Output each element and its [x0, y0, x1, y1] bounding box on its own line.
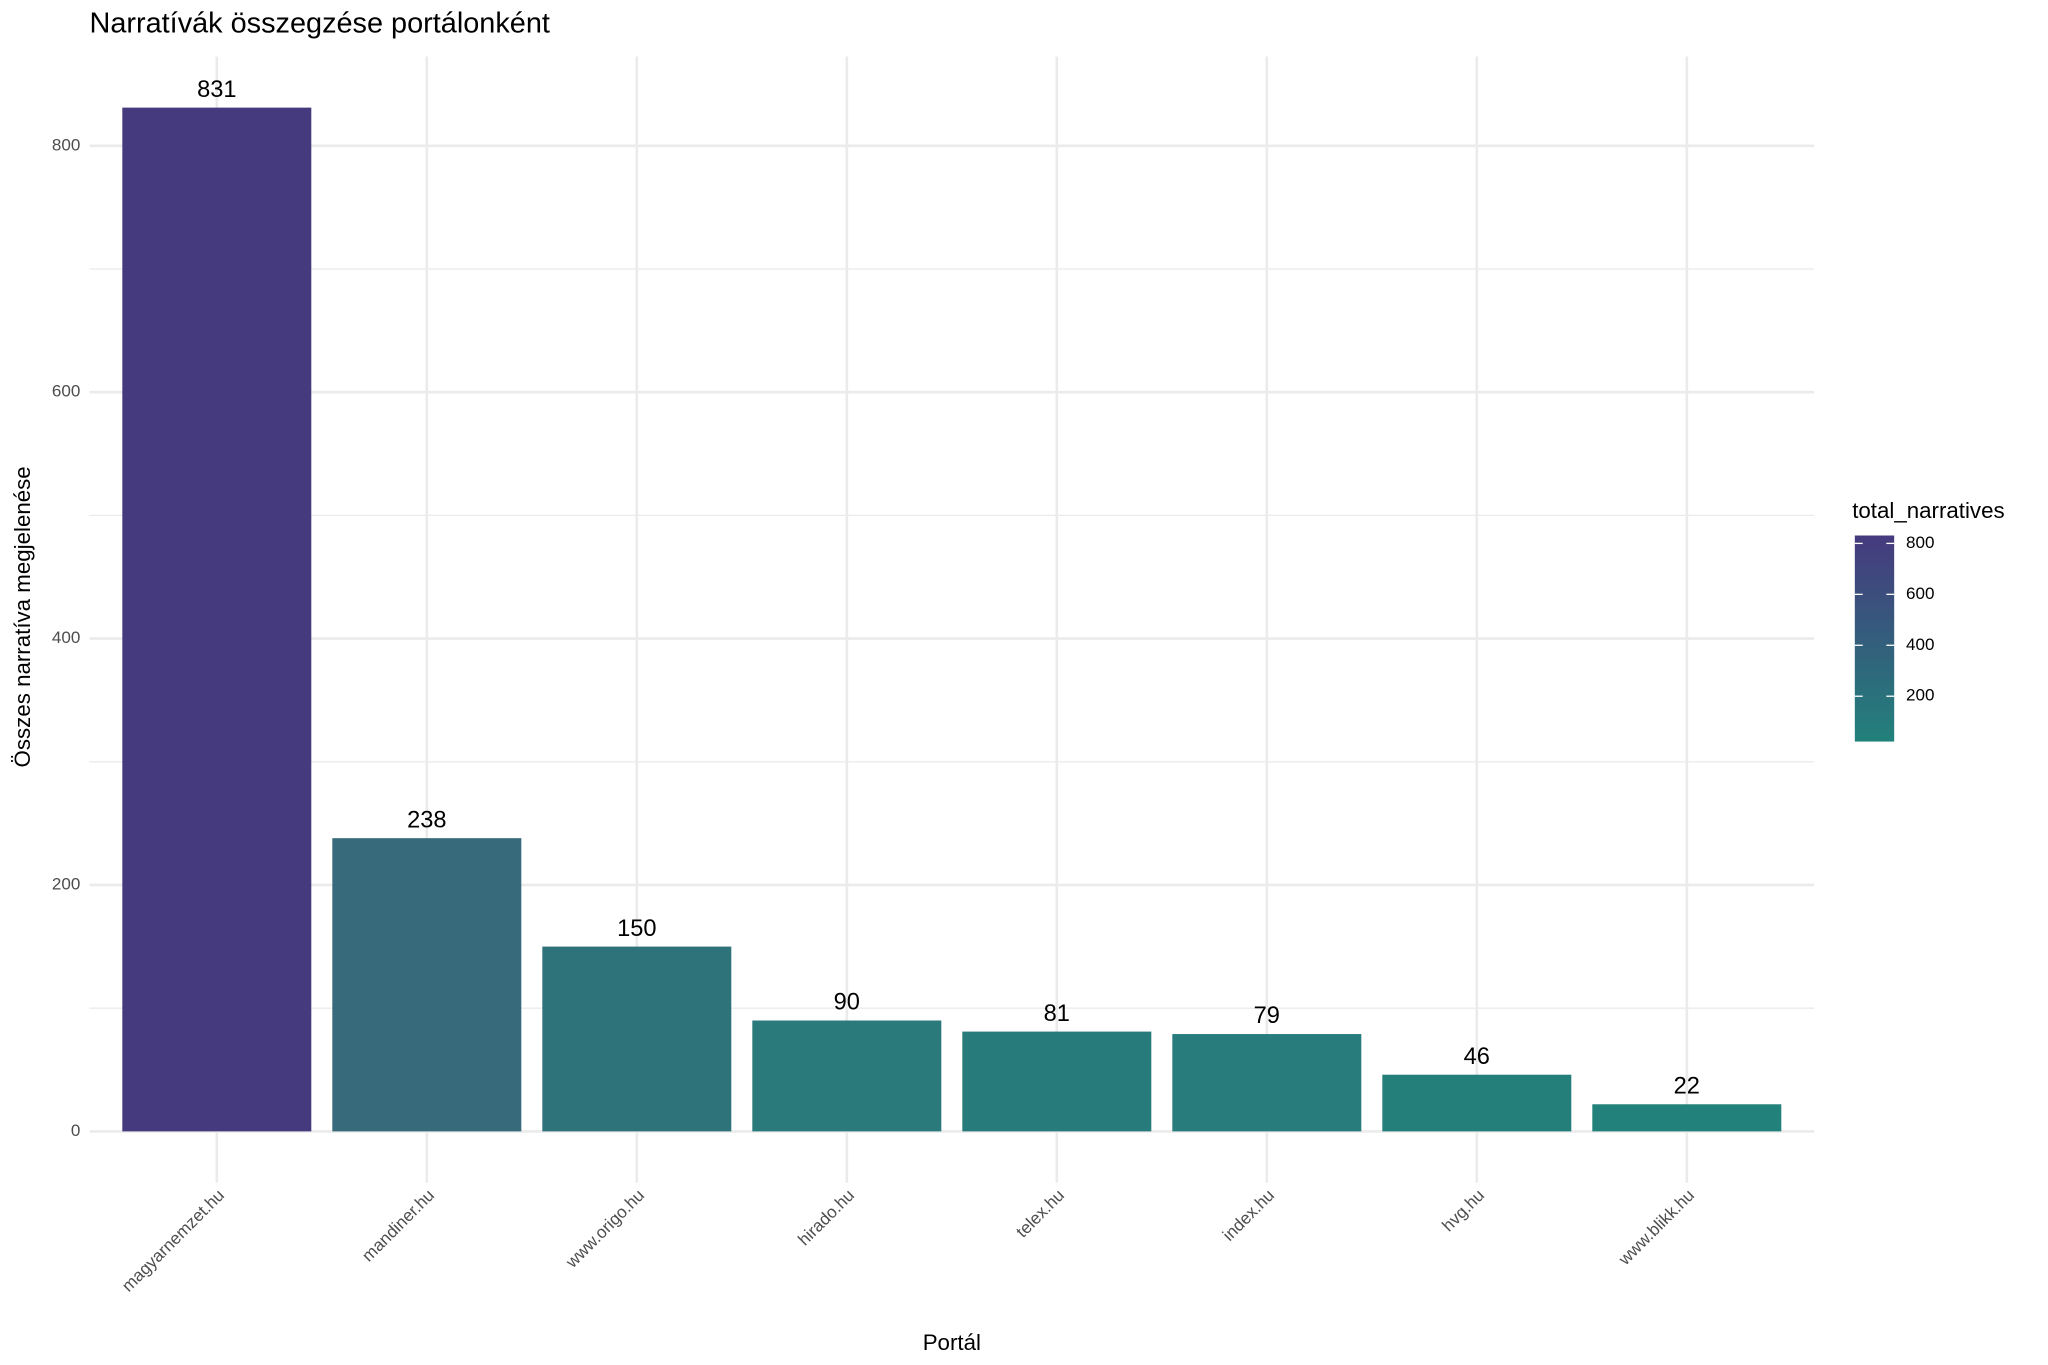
x-tick-label: magyarnemzet.hu — [118, 1186, 228, 1296]
legend-tick-label: 800 — [1906, 533, 1934, 552]
x-tick-label: telex.hu — [1012, 1186, 1068, 1242]
bar — [1172, 1034, 1362, 1132]
y-tick-label: 0 — [71, 1121, 80, 1140]
bar — [542, 946, 732, 1132]
legend-title: total_narratives — [1852, 498, 2004, 523]
value-label: 22 — [1674, 1073, 1700, 1099]
y-tick-label: 200 — [52, 874, 80, 893]
y-tick-label: 400 — [52, 628, 80, 647]
bar — [1382, 1074, 1572, 1132]
bar — [332, 838, 522, 1132]
value-label: 90 — [834, 990, 860, 1016]
value-label: 831 — [197, 77, 236, 103]
legend-tick-label: 600 — [1906, 584, 1934, 603]
x-tick-label: www.blikk.hu — [1614, 1186, 1698, 1270]
y-tick-label: 600 — [52, 382, 80, 401]
colorbar — [1854, 535, 1895, 742]
x-tick-label: hirado.hu — [794, 1186, 858, 1250]
value-label: 238 — [407, 807, 446, 833]
x-tick-label: index.hu — [1219, 1186, 1278, 1245]
x-axis-title: Portál — [923, 1330, 981, 1355]
bar — [752, 1020, 942, 1132]
bar — [122, 107, 312, 1132]
x-tick-label: www.origo.hu — [562, 1186, 649, 1273]
value-label: 150 — [617, 916, 656, 942]
chart-title: Narratívák összegzése portálonként — [90, 8, 550, 40]
x-tick-label: mandiner.hu — [358, 1186, 438, 1266]
value-label: 81 — [1044, 1001, 1070, 1027]
value-label: 79 — [1254, 1003, 1280, 1029]
bar — [1592, 1104, 1782, 1132]
y-tick-label: 800 — [52, 135, 80, 154]
y-axis-title: Összes narratíva megjelenése — [10, 466, 35, 767]
bar — [962, 1031, 1152, 1132]
legend-tick-label: 400 — [1906, 635, 1934, 654]
legend-tick-label: 200 — [1906, 686, 1934, 705]
value-label: 46 — [1464, 1044, 1490, 1070]
x-tick-label: hvg.hu — [1438, 1186, 1488, 1236]
